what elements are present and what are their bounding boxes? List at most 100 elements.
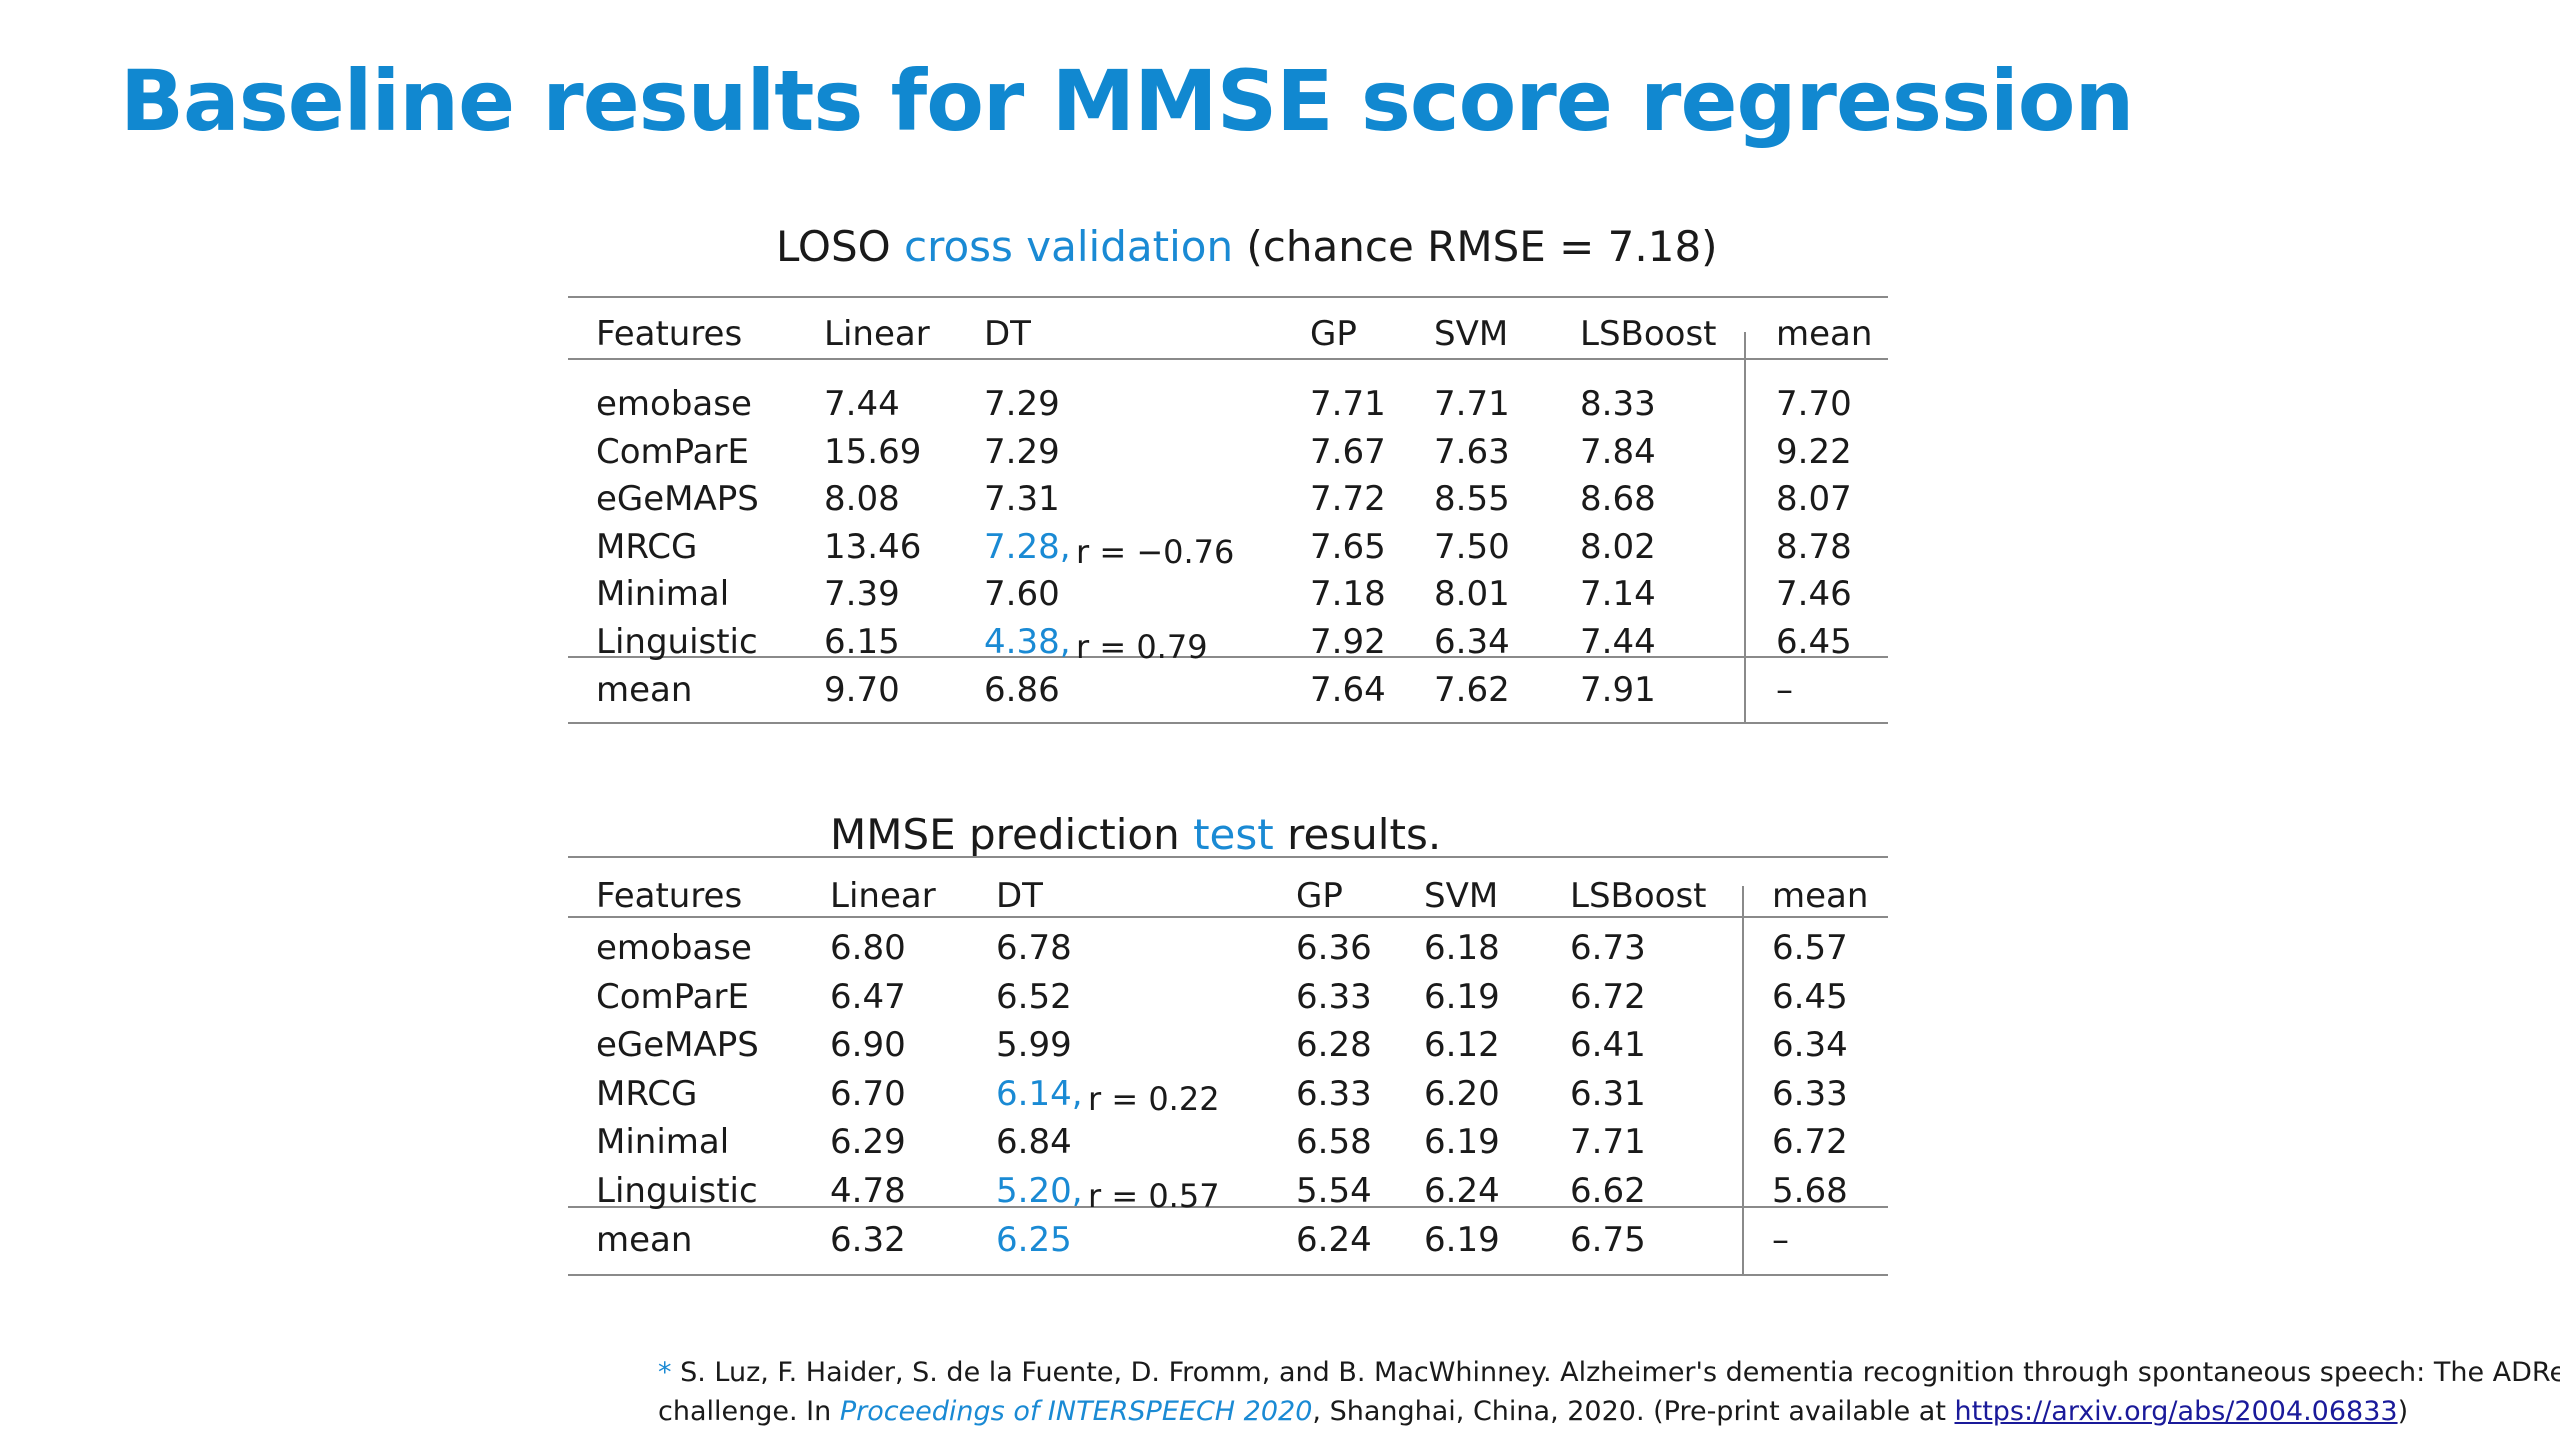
preprint-link[interactable]: https://arxiv.org/abs/2004.06833: [1954, 1396, 2398, 1427]
header-mean: mean: [1772, 876, 1869, 916]
footnote-line-2: challenge. In Proceedings of INTERSPEECH…: [658, 1392, 2560, 1431]
mean-cell: 6.32: [830, 1220, 906, 1260]
row-label: ComParE: [596, 976, 749, 1017]
citation-footnote: * S. Luz, F. Haider, S. de la Fuente, D.…: [658, 1353, 2560, 1431]
table-cell: 4.78: [830, 1170, 906, 1211]
table2-caption-highlight: test: [1193, 810, 1274, 859]
header-svm: SVM: [1434, 314, 1509, 354]
header-lsboost: LSBoost: [1580, 314, 1717, 354]
header-mean: mean: [1776, 314, 1873, 354]
table-cell: 6.28: [1296, 1025, 1372, 1065]
mean-cell: 9.70: [824, 670, 900, 710]
table-cell: 7.92: [1310, 621, 1386, 662]
mean-cell: 7.91: [1580, 670, 1656, 710]
table-cell: 6.80: [830, 928, 906, 968]
table-cell: 7.72: [1310, 479, 1386, 519]
table-cell: 5.68: [1772, 1170, 1848, 1211]
table-cell: 7.46: [1776, 574, 1852, 614]
table-cell: 7.31: [984, 479, 1060, 519]
table-header-rule: [568, 358, 1888, 360]
row-label: Minimal: [596, 1122, 730, 1162]
table-cell: 8.68: [1580, 479, 1656, 519]
table-cell: 6.14,: [996, 1073, 1083, 1114]
table-bottom-rule: [568, 1274, 1888, 1276]
table-cell: 5.54: [1296, 1170, 1372, 1211]
header-lsboost: LSBoost: [1570, 876, 1707, 916]
table2-caption-post: results.: [1273, 810, 1442, 859]
test-results-table: Features Linear DT GP SVM LSBoost mean emobase 6…: [568, 856, 1888, 1286]
table-cell: 6.24: [1424, 1170, 1500, 1211]
row-label: emobase: [596, 384, 752, 424]
table-cell: 6.62: [1570, 1170, 1646, 1211]
table-cell: 6.84: [996, 1122, 1072, 1162]
header-features: Features: [596, 876, 743, 916]
correlation-note: r = 0.57: [1088, 1176, 1220, 1215]
table2-caption-pre: MMSE prediction: [830, 810, 1194, 859]
slide-title: Baseline results for MMSE score regressi…: [120, 52, 2134, 150]
header-dt: DT: [984, 314, 1031, 354]
table-cell: 6.47: [830, 976, 906, 1017]
mean-row-label: mean: [596, 670, 693, 710]
row-label: Linguistic: [596, 1170, 758, 1211]
table-top-rule: [568, 296, 1888, 298]
table-header-rule: [568, 916, 1888, 918]
table-top-rule: [568, 856, 1888, 858]
table-cell: 7.50: [1434, 526, 1510, 567]
table-cell: 6.36: [1296, 928, 1372, 968]
row-label: Minimal: [596, 574, 730, 614]
table-cell: 6.90: [830, 1025, 906, 1065]
table-cell: 4.38,: [984, 621, 1071, 662]
mean-cell: –: [1772, 1220, 1789, 1260]
table-cell: 5.99: [996, 1025, 1072, 1065]
table-cell: 6.34: [1434, 621, 1510, 662]
table-cell: 7.70: [1776, 384, 1852, 424]
footnote-line2-pre: challenge. In: [658, 1396, 840, 1427]
table-cell: 6.20: [1424, 1073, 1500, 1114]
table-cell: 6.57: [1772, 928, 1848, 968]
footnote-line-1: * S. Luz, F. Haider, S. de la Fuente, D.…: [658, 1353, 2560, 1392]
row-label: Linguistic: [596, 621, 758, 662]
row-label: ComParE: [596, 431, 749, 472]
footnote-line1-text: S. Luz, F. Haider, S. de la Fuente, D. F…: [671, 1357, 2560, 1388]
table-cell: 7.28,: [984, 526, 1071, 567]
header-gp: GP: [1296, 876, 1343, 916]
header-linear: Linear: [830, 876, 936, 916]
table-cell: 9.22: [1776, 431, 1852, 472]
table-cell: 7.84: [1580, 431, 1656, 472]
mean-cell: 7.62: [1434, 670, 1510, 710]
table-cell: 7.67: [1310, 431, 1386, 472]
footnote-line2-post: ): [2397, 1396, 2409, 1427]
table-cell: 7.60: [984, 574, 1060, 614]
table-bottom-rule: [568, 722, 1888, 724]
table-cell: 7.71: [1570, 1122, 1646, 1162]
header-svm: SVM: [1424, 876, 1499, 916]
table-cell: 8.78: [1776, 526, 1852, 567]
row-label: MRCG: [596, 526, 698, 567]
table-cell: 8.55: [1434, 479, 1510, 519]
table-cell: 7.44: [1580, 621, 1656, 662]
table-cell: 13.46: [824, 526, 922, 567]
table1-caption-post: (chance RMSE = 7.18): [1233, 222, 1718, 271]
footnote-star: *: [658, 1357, 672, 1388]
table1-caption: LOSO cross validation (chance RMSE = 7.1…: [776, 222, 1718, 271]
table-cell: 6.19: [1424, 1122, 1500, 1162]
table-cell: 6.18: [1424, 928, 1500, 968]
row-label: eGeMAPS: [596, 1025, 759, 1065]
table-divider: [1744, 332, 1746, 722]
table-cell: 7.29: [984, 431, 1060, 472]
table-cell: 6.19: [1424, 976, 1500, 1017]
table-cell: 6.73: [1570, 928, 1646, 968]
header-linear: Linear: [824, 314, 930, 354]
table-cell: 6.52: [996, 976, 1072, 1017]
table-cell: 8.02: [1580, 526, 1656, 567]
table-cell: 6.45: [1772, 976, 1848, 1017]
correlation-note: r = 0.79: [1076, 627, 1208, 666]
table-cell: 6.45: [1776, 621, 1852, 662]
table-cell: 7.29: [984, 384, 1060, 424]
header-features: Features: [596, 314, 743, 354]
table-cell: 7.63: [1434, 431, 1510, 472]
correlation-note: r = −0.76: [1076, 532, 1235, 571]
table-cell: 6.29: [830, 1122, 906, 1162]
table-cell: 6.41: [1570, 1025, 1646, 1065]
table-cell: 7.71: [1310, 384, 1386, 424]
